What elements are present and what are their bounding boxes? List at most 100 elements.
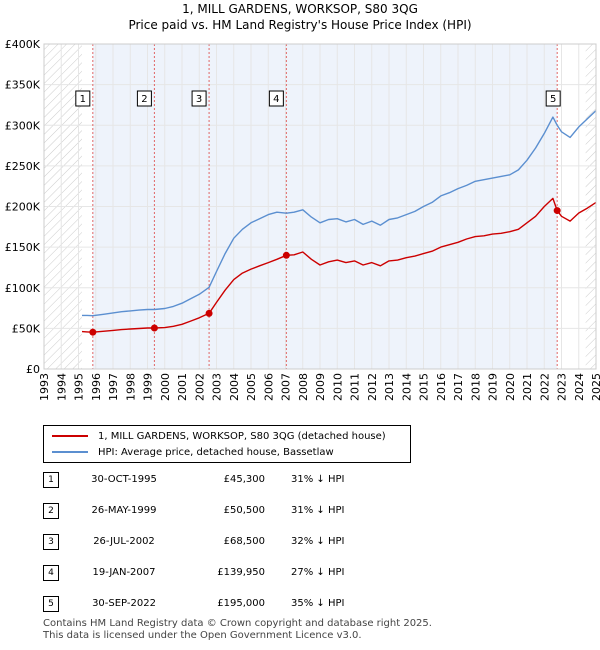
sale-marker-number: 1 — [80, 94, 86, 105]
sale-number-badge: 4 — [43, 565, 59, 581]
x-tick-label: 2022 — [538, 373, 551, 401]
x-tick-label: 1996 — [90, 373, 103, 401]
x-tick-label: 1999 — [142, 373, 155, 401]
y-tick-label: £200K — [5, 201, 41, 214]
legend-item-property: 1, MILL GARDENS, WORKSOP, S80 3QG (detac… — [52, 429, 386, 443]
sale-row: 4 19-JAN-2007 £139,950 27% ↓ HPI — [43, 565, 403, 581]
x-tick-label: 2025 — [590, 373, 600, 401]
sale-marker-label: 2 — [136, 90, 152, 107]
sale-number-badge: 1 — [43, 472, 59, 488]
x-tick-label: 2009 — [314, 373, 327, 401]
y-tick-label: £400K — [5, 38, 41, 51]
y-tick-label: £100K — [5, 282, 41, 295]
legend-item-hpi: HPI: Average price, detached house, Bass… — [52, 445, 334, 459]
x-tick-label: 2012 — [366, 373, 379, 401]
y-tick-label: £350K — [5, 79, 41, 92]
y-tick-label: £50K — [12, 322, 41, 335]
sale-point — [205, 309, 213, 317]
x-tick-label: 2024 — [573, 373, 586, 401]
x-tick-label: 2021 — [521, 373, 534, 401]
x-tick-label: 2020 — [504, 373, 517, 401]
sale-price: £50,500 — [223, 505, 265, 516]
chart-title-line2: Price paid vs. HM Land Registry's House … — [128, 18, 472, 32]
x-tick-label: 2003 — [211, 373, 224, 401]
chart-legend: 1, MILL GARDENS, WORKSOP, S80 3QG (detac… — [43, 425, 411, 463]
sale-price: £139,950 — [217, 567, 265, 578]
sale-marker-label: 1 — [75, 90, 91, 107]
sale-date: 30-SEP-2022 — [92, 598, 156, 609]
sale-number-badge: 2 — [43, 503, 59, 519]
sale-row: 1 30-OCT-1995 £45,300 31% ↓ HPI — [43, 472, 403, 488]
x-tick-label: 2017 — [452, 373, 465, 401]
sale-date: 30-OCT-1995 — [91, 474, 157, 485]
sale-marker-label: 4 — [268, 90, 284, 107]
sale-point — [553, 207, 561, 215]
sale-date: 26-JUL-2002 — [93, 536, 155, 547]
x-tick-label: 2004 — [228, 373, 241, 401]
sale-number-badge: 3 — [43, 534, 59, 550]
sale-point — [150, 324, 158, 332]
sale-hpi-diff: 27% ↓ HPI — [291, 567, 345, 578]
hpi-series-line — [82, 110, 597, 317]
sale-marker-box — [268, 90, 284, 107]
x-tick-label: 2014 — [400, 373, 413, 401]
x-tick-label: 1994 — [55, 373, 68, 401]
legend-label-property: 1, MILL GARDENS, WORKSOP, S80 3QG (detac… — [98, 430, 386, 442]
x-tick-label: 1997 — [107, 373, 120, 401]
sale-marker-label: 5 — [545, 90, 561, 107]
sale-price: £195,000 — [217, 598, 265, 609]
sale-marker-box — [75, 90, 91, 107]
x-tick-label: 2006 — [262, 373, 275, 401]
legend-swatch-property — [52, 435, 88, 437]
x-tick-label: 2018 — [469, 373, 482, 401]
x-tick-label: 2001 — [176, 373, 189, 401]
x-tick-label: 2023 — [556, 373, 569, 401]
sale-row: 5 30-SEP-2022 £195,000 35% ↓ HPI — [43, 596, 403, 612]
x-tick-label: 2013 — [383, 373, 396, 401]
sale-point — [282, 251, 290, 259]
sale-marker-label: 3 — [191, 90, 207, 107]
sale-row: 3 26-JUL-2002 £68,500 32% ↓ HPI — [43, 534, 403, 550]
x-tick-label: 2002 — [193, 373, 206, 401]
sale-price: £45,300 — [223, 474, 265, 485]
x-tick-label: 2005 — [245, 373, 258, 401]
sale-marker-box — [191, 90, 207, 107]
footer-line1: Contains HM Land Registry data © Crown c… — [43, 618, 432, 629]
x-tick-label: 2007 — [280, 373, 293, 401]
footer-notice: Contains HM Land Registry data © Crown c… — [43, 618, 432, 642]
footer-line2: This data is licensed under the Open Gov… — [43, 630, 362, 641]
x-tick-label: 2016 — [435, 373, 448, 401]
sale-date: 26-MAY-1999 — [91, 505, 157, 516]
price-chart: £0 £50K £100K £150K £200K £250K £300K £350K £400… — [5, 38, 600, 401]
x-tick-label: 2000 — [159, 373, 172, 401]
y-tick-label: £300K — [5, 119, 41, 132]
x-tick-label: 2019 — [487, 373, 500, 401]
sale-hpi-diff: 31% ↓ HPI — [291, 474, 345, 485]
legend-label-hpi: HPI: Average price, detached house, Bass… — [98, 446, 334, 458]
plot-frame — [43, 43, 597, 370]
y-tick-label: £150K — [5, 241, 41, 254]
sale-number-badge: 5 — [43, 596, 59, 612]
sale-marker-number: 3 — [196, 94, 202, 105]
sale-marker-number: 2 — [141, 94, 147, 105]
sale-marker-box — [545, 90, 561, 107]
sale-hpi-diff: 35% ↓ HPI — [291, 598, 345, 609]
sale-point — [89, 328, 97, 336]
sale-marker-number: 5 — [550, 94, 556, 105]
sale-date: 19-JAN-2007 — [92, 567, 156, 578]
y-tick-label: £0 — [26, 363, 40, 376]
x-tick-label: 1998 — [124, 373, 137, 401]
sale-hpi-diff: 31% ↓ HPI — [291, 505, 345, 516]
property-series-line — [81, 197, 597, 333]
sale-row: 2 26-MAY-1999 £50,500 31% ↓ HPI — [43, 503, 403, 519]
x-tick-label: 2015 — [418, 373, 431, 401]
x-tick-label: 1993 — [38, 373, 51, 401]
sale-marker-box — [136, 90, 152, 107]
chart-title-line1: 1, MILL GARDENS, WORKSOP, S80 3QG — [182, 2, 418, 16]
sale-marker-number: 4 — [273, 94, 279, 105]
legend-swatch-hpi — [52, 451, 88, 453]
sale-hpi-diff: 32% ↓ HPI — [291, 536, 345, 547]
x-tick-label: 2010 — [331, 373, 344, 401]
x-tick-label: 2011 — [349, 373, 362, 401]
y-tick-label: £250K — [5, 160, 41, 173]
